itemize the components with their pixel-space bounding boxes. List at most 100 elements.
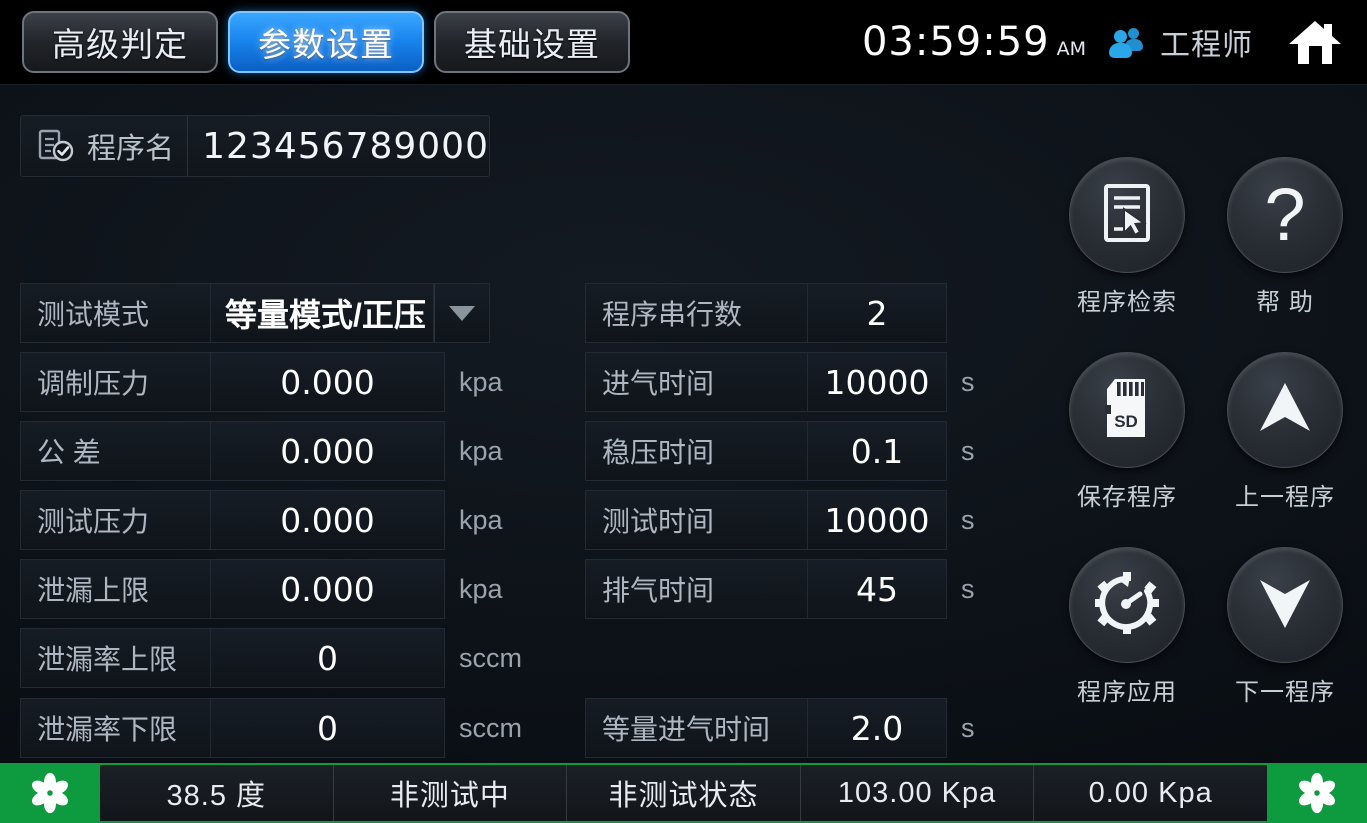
- row-leak-rate-lower-limit: 泄漏率下限 0 sccm: [20, 698, 522, 758]
- flower-icon-left: [0, 763, 100, 823]
- program-search-circle[interactable]: [1069, 157, 1185, 273]
- value-equal-volume-intake-time[interactable]: 2.0: [807, 698, 947, 758]
- tab-bar: 高级判定 参数设置 基础设置: [0, 11, 630, 73]
- value-modulation-pressure[interactable]: 0.000: [210, 352, 445, 412]
- label-previous-program: 上一程序: [1235, 484, 1335, 511]
- tab-basic-settings[interactable]: 基础设置: [434, 11, 630, 73]
- label-program-serial-count: 程序串行数: [585, 283, 807, 343]
- status-testing-state: 非测试状态: [567, 765, 801, 821]
- row-modulation-pressure: 调制压力 0.000 kpa: [20, 352, 503, 412]
- label-help: 帮 助: [1256, 289, 1314, 316]
- next-program-circle[interactable]: [1227, 547, 1343, 663]
- button-help[interactable]: ? 帮 助: [1210, 157, 1360, 317]
- row-exhaust-time: 排气时间 45 s: [585, 559, 975, 619]
- clock: 03:59:59 AM: [862, 19, 1086, 65]
- tab-parameter-settings[interactable]: 参数设置: [228, 11, 424, 73]
- document-check-icon: [37, 128, 75, 164]
- button-program-search[interactable]: 程序检索: [1052, 157, 1202, 317]
- button-previous-program[interactable]: 上一程序: [1210, 352, 1360, 512]
- svg-text:SD: SD: [1114, 412, 1138, 431]
- row-test-time: 测试时间 10000 s: [585, 490, 975, 550]
- label-test-time: 测试时间: [585, 490, 807, 550]
- arrow-down-icon: [1254, 572, 1316, 639]
- row-leak-upper-limit: 泄漏上限 0.000 kpa: [20, 559, 503, 619]
- value-test-mode[interactable]: 等量模式/正压: [210, 283, 434, 343]
- save-program-circle[interactable]: SD: [1069, 352, 1185, 468]
- label-leak-rate-lower-limit: 泄漏率下限: [20, 698, 210, 758]
- unit-test-time: s: [961, 504, 975, 535]
- value-test-pressure[interactable]: 0.000: [210, 490, 445, 550]
- content-area: 程序名 123456789000 测试模式 等量模式/正压 调制压力 0.000…: [0, 85, 1367, 823]
- label-exhaust-time: 排气时间: [585, 559, 807, 619]
- tab-advanced-judgement[interactable]: 高级判定: [22, 11, 218, 73]
- label-stabilize-time: 稳压时间: [585, 421, 807, 481]
- value-tolerance[interactable]: 0.000: [210, 421, 445, 481]
- program-name-field[interactable]: 程序名 123456789000: [20, 115, 490, 177]
- label-leak-rate-upper-limit: 泄漏率上限: [20, 628, 210, 688]
- value-program-serial-count[interactable]: 2: [807, 283, 947, 343]
- row-program-serial-count: 程序串行数 2: [585, 283, 961, 343]
- program-name-label-group: 程序名: [21, 116, 189, 176]
- unit-intake-time: s: [961, 366, 975, 397]
- row-equal-volume-intake-time: 等量进气时间 2.0 s: [585, 698, 975, 758]
- value-leak-upper-limit[interactable]: 0.000: [210, 559, 445, 619]
- flower-icon-right: [1267, 763, 1367, 823]
- users-icon: [1104, 25, 1143, 59]
- clock-time: 03:59:59: [861, 19, 1050, 65]
- unit-leak-rate-upper-limit: sccm: [459, 642, 522, 673]
- home-icon[interactable]: [1287, 16, 1343, 68]
- value-test-time[interactable]: 10000: [807, 490, 947, 550]
- parameter-form: 程序名 123456789000 测试模式 等量模式/正压 调制压力 0.000…: [0, 85, 1040, 823]
- button-save-program[interactable]: SD 保存程序: [1052, 352, 1202, 512]
- label-program-search: 程序检索: [1077, 289, 1177, 316]
- button-program-apply[interactable]: 程序应用: [1052, 547, 1202, 707]
- value-leak-rate-upper-limit[interactable]: 0: [210, 628, 445, 688]
- unit-program-serial-count: [947, 283, 961, 343]
- header-right: 03:59:59 AM 工程师: [862, 16, 1367, 68]
- button-next-program[interactable]: 下一程序: [1210, 547, 1360, 707]
- clock-ampm: AM: [1056, 38, 1086, 60]
- label-equal-volume-intake-time: 等量进气时间: [585, 698, 807, 758]
- status-temperature: 38.5 度: [100, 765, 334, 821]
- status-pressure-1: 103.00 Kpa: [801, 765, 1035, 821]
- label-test-pressure: 测试压力: [20, 490, 210, 550]
- program-name-label: 程序名: [87, 133, 175, 165]
- help-circle[interactable]: ?: [1227, 157, 1343, 273]
- label-leak-upper-limit: 泄漏上限: [20, 559, 210, 619]
- unit-tolerance: kpa: [459, 435, 503, 466]
- row-test-mode: 测试模式 等量模式/正压: [20, 283, 490, 343]
- row-test-pressure: 测试压力 0.000 kpa: [20, 490, 503, 550]
- label-tolerance: 公 差: [20, 421, 210, 481]
- previous-program-circle[interactable]: [1227, 352, 1343, 468]
- action-button-panel: 程序检索 ? 帮 助: [1040, 85, 1367, 763]
- program-name-value[interactable]: 123456789000: [202, 125, 489, 167]
- unit-equal-volume-intake-time: s: [961, 712, 975, 743]
- app-header: 高级判定 参数设置 基础设置 03:59:59 AM 工程师: [0, 0, 1367, 85]
- document-cursor-icon: [1097, 181, 1157, 250]
- unit-exhaust-time: s: [961, 573, 975, 604]
- value-leak-rate-lower-limit[interactable]: 0: [210, 698, 445, 758]
- label-program-apply: 程序应用: [1077, 679, 1177, 706]
- unit-leak-upper-limit: kpa: [459, 573, 503, 604]
- arrow-up-icon: [1254, 377, 1316, 444]
- gear-clock-icon: [1094, 570, 1160, 641]
- value-stabilize-time[interactable]: 0.1: [807, 421, 947, 481]
- unit-test-pressure: kpa: [459, 504, 503, 535]
- row-leak-rate-upper-limit: 泄漏率上限 0 sccm: [20, 628, 522, 688]
- label-test-mode: 测试模式: [20, 283, 210, 343]
- value-exhaust-time[interactable]: 45: [807, 559, 947, 619]
- label-next-program: 下一程序: [1235, 679, 1335, 706]
- user-role-label: 工程师: [1160, 29, 1253, 62]
- label-save-program: 保存程序: [1077, 484, 1177, 511]
- unit-stabilize-time: s: [961, 435, 975, 466]
- chevron-down-icon[interactable]: [434, 283, 490, 343]
- sd-card-icon: SD: [1101, 377, 1153, 444]
- status-cells: 38.5 度 非测试中 非测试状态 103.00 Kpa 0.00 Kpa: [100, 765, 1267, 821]
- unit-leak-rate-lower-limit: sccm: [459, 712, 522, 743]
- unit-modulation-pressure: kpa: [459, 366, 503, 397]
- program-apply-circle[interactable]: [1069, 547, 1185, 663]
- value-intake-time[interactable]: 10000: [807, 352, 947, 412]
- question-mark-icon: ?: [1264, 173, 1306, 256]
- label-modulation-pressure: 调制压力: [20, 352, 210, 412]
